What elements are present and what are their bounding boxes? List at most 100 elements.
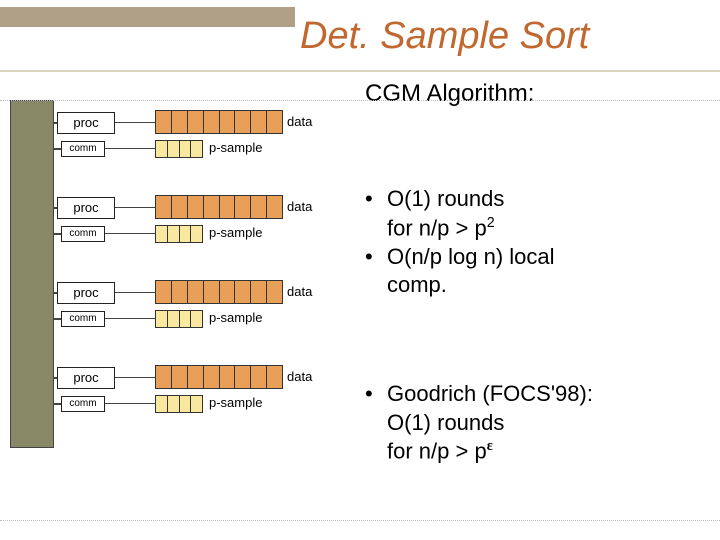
processor-unit: proccommdatap-sample <box>57 100 352 172</box>
psample-segment <box>156 396 168 412</box>
data-segment <box>251 196 267 218</box>
psample-segment <box>168 226 180 242</box>
data-label: data <box>287 114 312 129</box>
data-segment <box>156 281 172 303</box>
data-segment <box>267 366 282 388</box>
data-segment <box>188 366 204 388</box>
data-segment <box>204 366 220 388</box>
connector-line <box>105 403 155 404</box>
bullet-3-cont1: O(1) rounds <box>365 409 593 438</box>
vertical-bar <box>10 100 54 448</box>
processor-unit: proc comm data p-sample <box>57 185 352 257</box>
psample-segment <box>180 226 192 242</box>
proc-box: proc <box>57 367 115 389</box>
data-segment <box>251 366 267 388</box>
connector-line <box>115 122 155 123</box>
data-bar <box>155 280 283 304</box>
data-segment <box>235 111 251 133</box>
data-segment <box>204 196 220 218</box>
connector-line <box>115 207 155 208</box>
proc-box: proc <box>57 197 115 219</box>
comm-box: comm <box>61 396 105 412</box>
data-bar <box>155 110 283 134</box>
psample-segment <box>191 226 202 242</box>
data-segment <box>251 111 267 133</box>
grid-line <box>0 520 720 521</box>
data-segment <box>156 196 172 218</box>
psample-segment <box>168 141 180 157</box>
psample-label: p-sample <box>209 140 262 155</box>
data-segment <box>267 281 282 303</box>
psample-bar <box>155 395 203 413</box>
data-segment <box>204 111 220 133</box>
bullet-group-2: Goodrich (FOCS'98): O(1) rounds for n/p … <box>365 380 593 466</box>
psample-bar <box>155 225 203 243</box>
psample-segment <box>168 396 180 412</box>
proc-box: proc <box>57 112 115 134</box>
psample-segment <box>191 396 202 412</box>
psample-label: p-sample <box>209 225 262 240</box>
data-segment <box>172 111 188 133</box>
data-segment <box>188 111 204 133</box>
psample-bar <box>155 310 203 328</box>
psample-segment <box>156 311 168 327</box>
psample-segment <box>180 396 192 412</box>
data-segment <box>204 281 220 303</box>
connector-line <box>115 292 155 293</box>
psample-segment <box>180 141 192 157</box>
bullet-2: O(n/p log n) local <box>365 243 555 272</box>
data-segment <box>156 366 172 388</box>
data-segment <box>267 111 282 133</box>
psample-segment <box>191 311 202 327</box>
processor-unit: proc comm data p-sample <box>57 355 352 427</box>
psample-bar <box>155 140 203 158</box>
bullet-group-1: O(1) rounds for n/p > p2 O(n/p log n) lo… <box>365 185 555 300</box>
bullet-1-text: O(1) rounds <box>387 186 504 211</box>
data-label: data <box>287 369 312 384</box>
connector-line <box>105 233 155 234</box>
connector-line <box>105 318 155 319</box>
bullet-2-cont: comp. <box>365 271 555 300</box>
data-bar <box>155 365 283 389</box>
bullet-3-cont2: for n/p > pε <box>365 437 593 466</box>
data-segment <box>172 196 188 218</box>
data-segment <box>235 366 251 388</box>
comm-box: comm <box>61 311 105 327</box>
data-segment <box>220 111 236 133</box>
data-bar <box>155 195 283 219</box>
data-segment <box>235 281 251 303</box>
connector-line <box>105 148 155 149</box>
bullet-3: Goodrich (FOCS'98): <box>365 380 593 409</box>
grid-line <box>0 100 720 101</box>
data-segment <box>235 196 251 218</box>
header-color-bar <box>0 7 295 27</box>
processor-unit: proc comm data p-sample <box>57 270 352 342</box>
data-segment <box>172 366 188 388</box>
psample-label: p-sample <box>209 395 262 410</box>
data-segment <box>188 281 204 303</box>
slide-subtitle: CGM Algorithm: <box>365 80 534 108</box>
psample-segment <box>156 226 168 242</box>
psample-label: p-sample <box>209 310 262 325</box>
data-segment <box>220 281 236 303</box>
header-divider <box>0 70 720 72</box>
data-segment <box>267 196 282 218</box>
data-label: data <box>287 284 312 299</box>
psample-segment <box>191 141 202 157</box>
algorithm-diagram: proc comm data p-sample proc comm data p-sample… <box>5 95 355 455</box>
data-label: data <box>287 199 312 214</box>
data-segment <box>251 281 267 303</box>
proc-box: proc <box>57 282 115 304</box>
data-segment <box>156 111 172 133</box>
data-segment <box>188 196 204 218</box>
data-segment <box>220 366 236 388</box>
bullet-1: O(1) rounds <box>365 185 555 214</box>
comm-box: comm <box>61 226 105 242</box>
psample-segment <box>168 311 180 327</box>
data-segment <box>220 196 236 218</box>
psample-segment <box>180 311 192 327</box>
slide-title: Det. Sample Sort <box>300 15 589 58</box>
bullet-2-text: O(n/p log n) local <box>387 244 555 269</box>
psample-segment <box>156 141 168 157</box>
bullet-1-cont: for n/p > p2 <box>365 214 555 243</box>
